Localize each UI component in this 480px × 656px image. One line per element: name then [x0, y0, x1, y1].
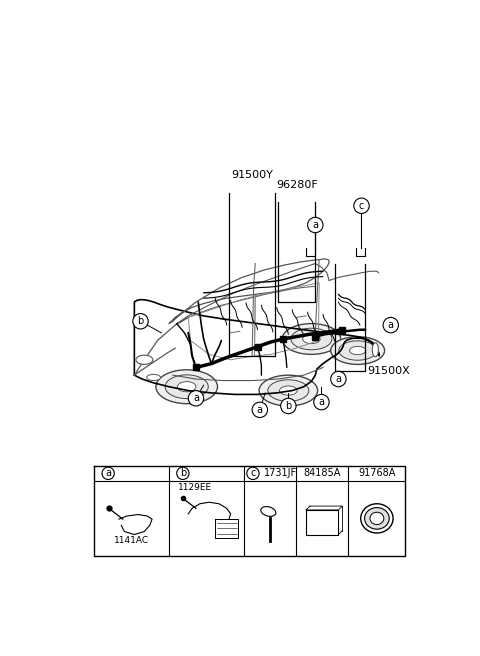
Ellipse shape [339, 341, 376, 360]
Text: 96280F: 96280F [276, 180, 318, 190]
Circle shape [308, 217, 323, 233]
Ellipse shape [361, 504, 393, 533]
Ellipse shape [331, 337, 384, 364]
Circle shape [177, 467, 189, 480]
Ellipse shape [178, 382, 196, 392]
Circle shape [252, 402, 267, 417]
Text: 1141AC: 1141AC [114, 536, 149, 545]
Ellipse shape [136, 355, 153, 364]
Ellipse shape [156, 370, 217, 403]
Text: 1129EE: 1129EE [178, 483, 212, 492]
Text: c: c [250, 468, 256, 478]
Text: a: a [193, 393, 199, 403]
Text: b: b [285, 401, 291, 411]
Circle shape [314, 394, 329, 410]
Text: a: a [318, 397, 324, 407]
Ellipse shape [303, 335, 320, 344]
Ellipse shape [370, 512, 384, 525]
Ellipse shape [349, 346, 366, 355]
Text: 91500X: 91500X [368, 366, 410, 377]
Text: a: a [388, 320, 394, 330]
Text: 84185A: 84185A [303, 468, 341, 478]
Ellipse shape [261, 506, 276, 516]
Text: a: a [105, 468, 111, 478]
Text: 91500Y: 91500Y [231, 171, 273, 180]
Circle shape [188, 390, 204, 406]
Circle shape [102, 467, 114, 480]
Text: b: b [137, 316, 144, 326]
Text: a: a [257, 405, 263, 415]
Ellipse shape [147, 375, 160, 380]
Ellipse shape [279, 386, 297, 395]
Text: 1731JF: 1731JF [264, 468, 297, 478]
Ellipse shape [291, 328, 332, 350]
Text: 91768A: 91768A [358, 468, 396, 478]
Text: c: c [359, 201, 364, 211]
Ellipse shape [268, 380, 309, 401]
Ellipse shape [165, 375, 208, 399]
Text: a: a [312, 220, 318, 230]
Ellipse shape [365, 508, 389, 529]
Circle shape [281, 398, 296, 414]
Circle shape [133, 314, 148, 329]
Text: b: b [180, 468, 186, 478]
Text: a: a [336, 374, 341, 384]
Ellipse shape [259, 375, 318, 406]
Circle shape [383, 318, 398, 333]
Circle shape [247, 467, 259, 480]
Circle shape [354, 198, 369, 213]
Circle shape [331, 371, 346, 387]
Ellipse shape [282, 323, 341, 354]
Ellipse shape [372, 343, 378, 357]
